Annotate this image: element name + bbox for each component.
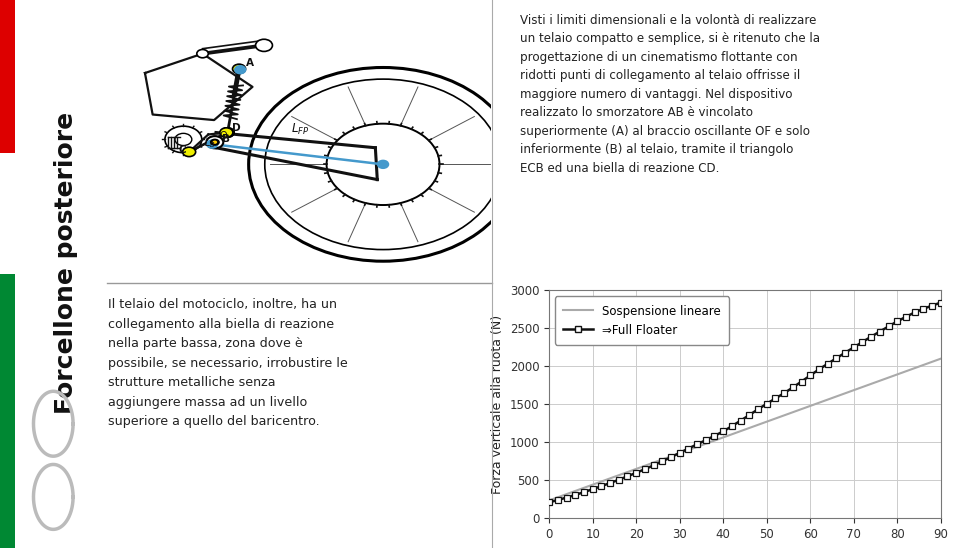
Circle shape	[376, 159, 390, 169]
Circle shape	[211, 137, 221, 145]
Circle shape	[210, 139, 220, 146]
Circle shape	[165, 126, 202, 153]
Text: Visti i limiti dimensionali e la volontà di realizzare
un telaio compatto e semp: Visti i limiti dimensionali e la volontà…	[520, 14, 820, 175]
Circle shape	[212, 140, 217, 144]
Circle shape	[220, 128, 233, 137]
Circle shape	[249, 67, 517, 261]
Circle shape	[326, 124, 440, 205]
Text: O: O	[220, 131, 228, 141]
Circle shape	[255, 39, 273, 52]
Text: Il telaio del motociclo, inoltre, ha un
collegamento alla biella di reazione
nel: Il telaio del motociclo, inoltre, ha un …	[108, 298, 348, 428]
Circle shape	[221, 128, 234, 137]
Circle shape	[221, 128, 234, 137]
Y-axis label: Forza verticale alla ruota (N): Forza verticale alla ruota (N)	[492, 315, 504, 494]
Circle shape	[206, 140, 218, 148]
Text: Forcellone posteriore: Forcellone posteriore	[54, 112, 78, 414]
Text: $L_{FP}$: $L_{FP}$	[291, 122, 309, 136]
Text: B: B	[222, 134, 229, 144]
Circle shape	[206, 136, 224, 149]
Legend: Sospensione lineare, ⇒Full Floater: Sospensione lineare, ⇒Full Floater	[555, 296, 730, 345]
Circle shape	[336, 130, 430, 198]
Circle shape	[197, 49, 208, 58]
Circle shape	[377, 161, 389, 168]
Circle shape	[175, 133, 192, 146]
Circle shape	[235, 66, 246, 73]
Text: D: D	[232, 123, 241, 133]
Text: C: C	[179, 145, 186, 155]
Circle shape	[265, 79, 501, 249]
Circle shape	[232, 64, 246, 73]
Text: A: A	[246, 58, 254, 68]
Text: $L_B$: $L_B$	[204, 136, 216, 150]
Circle shape	[182, 147, 196, 157]
